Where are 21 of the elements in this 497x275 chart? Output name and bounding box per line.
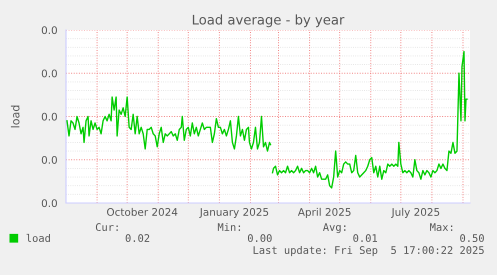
x-tick-label: October 2024 [107, 208, 178, 216]
legend-label: load [26, 234, 50, 242]
text: 0.02 [126, 234, 150, 242]
x-tick-label: January 2025 [199, 208, 268, 218]
text: Avg: [323, 223, 346, 234]
chart-title: Load average - by year [192, 14, 344, 28]
text: 0.50 [460, 234, 484, 242]
y-tick-label: 0.0 [42, 112, 57, 121]
y-tick-label: 0.0 [42, 156, 57, 164]
y-tick-label: 0.0 [42, 199, 57, 208]
x-tick-label: April 2025 [298, 208, 351, 218]
text: 0.00 [248, 234, 272, 242]
text: Last update: Fri Sep 5 17:00:22 2025 [254, 246, 484, 256]
y-tick-label: 0.0 [42, 69, 57, 78]
text: Cur: [96, 223, 118, 232]
y-tick-label: 0.0 [42, 26, 57, 34]
text: Max: [430, 223, 452, 232]
text: 0.01 [353, 234, 378, 242]
y-axis-title: load [10, 106, 20, 128]
text: Min: [218, 222, 240, 231]
x-tick-label: July 2025 [391, 208, 440, 218]
